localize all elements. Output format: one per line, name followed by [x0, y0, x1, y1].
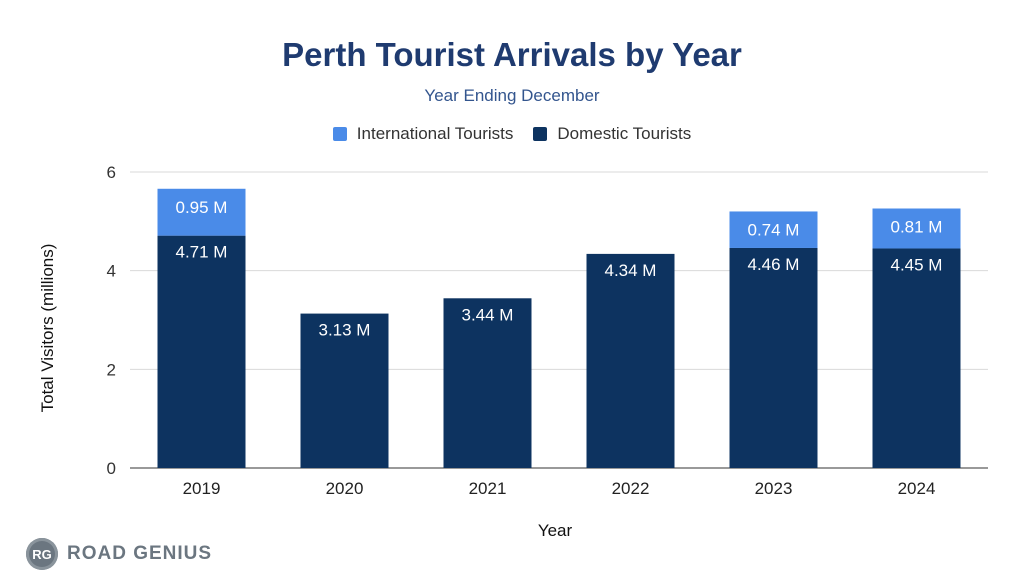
x-tick-label: 2024	[898, 479, 936, 498]
legend-item-domestic: Domestic Tourists	[533, 124, 691, 144]
x-axis-title: Year	[537, 521, 573, 540]
chart-legend: International Tourists Domestic Tourists	[0, 124, 1024, 144]
bar-domestic	[729, 247, 818, 468]
y-tick-label: 4	[107, 262, 116, 281]
bar-domestic	[872, 248, 961, 468]
data-label-domestic: 3.44 M	[462, 305, 514, 324]
data-label-international: 0.74 M	[748, 220, 800, 239]
legend-swatch-domestic	[533, 127, 548, 141]
y-axis-title: Total Visitors (millions)	[38, 243, 57, 413]
data-label-domestic: 4.34 M	[605, 261, 657, 280]
brand-logo: RG ROAD GENIUS	[26, 538, 212, 570]
legend-item-international: International Tourists	[332, 124, 514, 144]
data-label-domestic: 4.45 M	[891, 255, 943, 274]
x-tick-label: 2021	[469, 479, 507, 498]
x-tick-label: 2022	[612, 479, 650, 498]
data-label-domestic: 4.71 M	[176, 243, 228, 262]
y-tick-label: 6	[107, 163, 116, 182]
bar-domestic	[300, 313, 389, 468]
data-label-domestic: 3.13 M	[319, 321, 371, 340]
chart-title: Perth Tourist Arrivals by Year	[282, 36, 742, 73]
legend-swatch-international	[332, 127, 347, 141]
brand-name: ROAD GENIUS	[67, 543, 213, 564]
legend-label-domestic: Domestic Tourists	[557, 124, 692, 143]
bar-domestic	[157, 235, 246, 468]
y-tick-label: 0	[107, 459, 116, 478]
bar-international	[157, 188, 246, 236]
road-genius-logo-icon: RG	[26, 538, 58, 570]
bar-domestic	[586, 253, 675, 468]
data-label-international: 0.81 M	[891, 218, 943, 237]
data-label-domestic: 4.46 M	[748, 255, 800, 274]
bar-international	[729, 211, 818, 248]
chart-subtitle: Year Ending December	[424, 86, 600, 105]
legend-label-international: International Tourists	[356, 124, 514, 143]
x-tick-label: 2020	[326, 479, 364, 498]
bar-international	[872, 208, 961, 249]
x-tick-label: 2023	[755, 479, 793, 498]
bar-domestic	[443, 298, 532, 468]
data-label-international: 0.95 M	[176, 198, 228, 217]
y-tick-label: 2	[107, 360, 116, 379]
x-tick-label: 2019	[183, 479, 221, 498]
